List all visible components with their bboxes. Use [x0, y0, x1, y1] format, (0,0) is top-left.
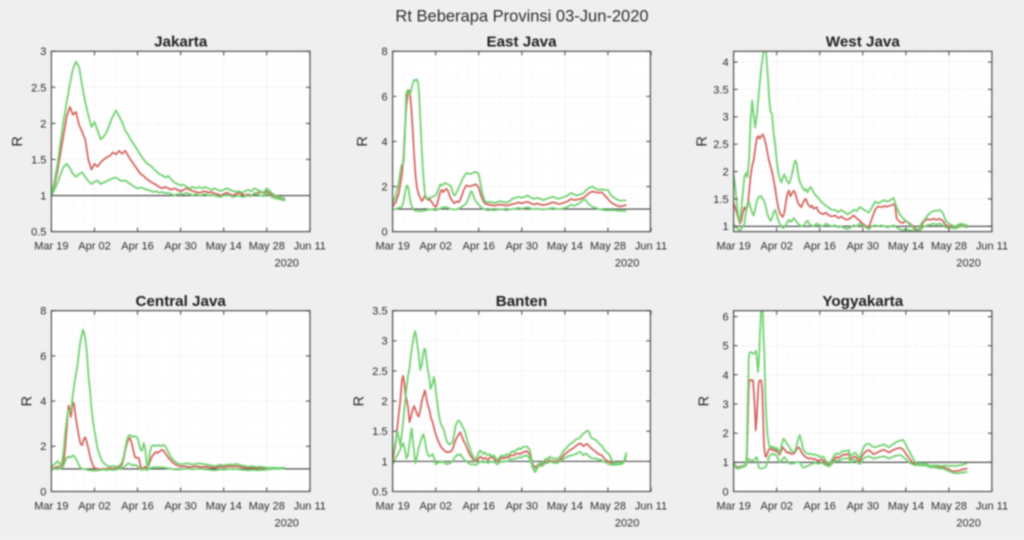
svg-text:Jun 11: Jun 11 — [294, 240, 326, 252]
svg-text:2.5: 2.5 — [31, 82, 46, 94]
svg-text:2020: 2020 — [615, 257, 639, 269]
svg-text:Apr 02: Apr 02 — [78, 500, 110, 512]
svg-text:2.5: 2.5 — [372, 366, 387, 378]
svg-text:Central Java: Central Java — [136, 293, 227, 310]
svg-text:2020: 2020 — [274, 517, 298, 529]
svg-text:R: R — [696, 396, 712, 406]
svg-text:R: R — [351, 396, 367, 406]
svg-text:Apr 16: Apr 16 — [121, 240, 153, 252]
svg-text:May 14: May 14 — [206, 500, 242, 512]
svg-text:2.5: 2.5 — [713, 139, 728, 151]
svg-text:Apr 30: Apr 30 — [164, 240, 196, 252]
svg-text:Mar 19: Mar 19 — [375, 240, 409, 252]
svg-text:Jun 11: Jun 11 — [294, 500, 326, 512]
svg-text:5: 5 — [722, 341, 728, 353]
svg-text:3.5: 3.5 — [713, 84, 728, 96]
svg-text:8: 8 — [381, 46, 387, 58]
svg-text:West Java: West Java — [826, 34, 901, 51]
svg-text:May 28: May 28 — [590, 240, 626, 252]
svg-text:3.5: 3.5 — [372, 306, 387, 318]
svg-text:Apr 02: Apr 02 — [760, 240, 792, 252]
svg-text:Apr 16: Apr 16 — [462, 240, 494, 252]
svg-text:2: 2 — [40, 118, 46, 130]
svg-text:2: 2 — [40, 441, 46, 453]
svg-text:2020: 2020 — [956, 517, 980, 529]
svg-text:Mar 19: Mar 19 — [34, 240, 68, 252]
svg-text:1: 1 — [40, 190, 46, 202]
svg-text:May 14: May 14 — [206, 240, 242, 252]
svg-text:Apr 02: Apr 02 — [78, 240, 110, 252]
svg-text:0: 0 — [40, 486, 46, 498]
svg-text:6: 6 — [722, 311, 728, 323]
svg-text:May 14: May 14 — [888, 500, 924, 512]
svg-text:4: 4 — [40, 396, 46, 408]
svg-text:1.5: 1.5 — [713, 194, 728, 206]
svg-text:Jakarta: Jakarta — [154, 34, 208, 51]
svg-text:Apr 30: Apr 30 — [164, 500, 196, 512]
svg-text:6: 6 — [381, 91, 387, 103]
svg-text:R: R — [10, 136, 26, 146]
svg-text:R: R — [355, 136, 371, 146]
svg-text:May 28: May 28 — [931, 240, 967, 252]
svg-text:May 14: May 14 — [888, 240, 924, 252]
svg-text:May 28: May 28 — [590, 500, 626, 512]
svg-text:Apr 16: Apr 16 — [803, 240, 835, 252]
svg-text:4: 4 — [722, 57, 728, 69]
svg-text:Apr 30: Apr 30 — [847, 240, 879, 252]
svg-text:Banten: Banten — [496, 293, 547, 310]
svg-text:May 14: May 14 — [547, 240, 583, 252]
svg-text:1.5: 1.5 — [372, 426, 387, 438]
svg-text:3: 3 — [722, 112, 728, 124]
svg-text:May 28: May 28 — [249, 240, 285, 252]
svg-text:2: 2 — [722, 167, 728, 179]
svg-text:Apr 30: Apr 30 — [506, 240, 538, 252]
svg-text:Apr 02: Apr 02 — [419, 240, 451, 252]
svg-text:3: 3 — [40, 46, 46, 58]
svg-text:3: 3 — [722, 399, 728, 411]
svg-text:Apr 30: Apr 30 — [506, 500, 538, 512]
svg-text:8: 8 — [40, 306, 46, 318]
svg-text:East Java: East Java — [486, 34, 557, 51]
svg-text:1: 1 — [722, 221, 728, 233]
svg-text:Jun 11: Jun 11 — [635, 240, 667, 252]
svg-text:4: 4 — [381, 136, 387, 148]
svg-text:Apr 16: Apr 16 — [121, 500, 153, 512]
svg-text:4: 4 — [722, 370, 728, 382]
svg-text:2020: 2020 — [274, 257, 298, 269]
svg-text:0.5: 0.5 — [31, 227, 46, 239]
svg-text:May 28: May 28 — [249, 500, 285, 512]
svg-text:1.5: 1.5 — [31, 154, 46, 166]
svg-text:Jun 11: Jun 11 — [635, 500, 667, 512]
svg-text:Mar 19: Mar 19 — [375, 500, 409, 512]
svg-text:0: 0 — [381, 227, 387, 239]
svg-text:2: 2 — [381, 396, 387, 408]
svg-text:Apr 16: Apr 16 — [803, 500, 835, 512]
svg-text:May 28: May 28 — [931, 500, 967, 512]
svg-text:R: R — [694, 136, 710, 146]
svg-text:Apr 02: Apr 02 — [419, 500, 451, 512]
svg-text:R: R — [20, 396, 36, 406]
svg-text:Mar 19: Mar 19 — [34, 500, 68, 512]
svg-text:Jun 11: Jun 11 — [976, 500, 1008, 512]
svg-text:1: 1 — [381, 456, 387, 468]
svg-text:2: 2 — [722, 428, 728, 440]
svg-text:2020: 2020 — [615, 517, 639, 529]
svg-text:Apr 16: Apr 16 — [462, 500, 494, 512]
svg-text:3: 3 — [381, 336, 387, 348]
svg-text:0: 0 — [722, 486, 728, 498]
svg-text:2020: 2020 — [956, 257, 980, 269]
svg-text:Apr 02: Apr 02 — [760, 500, 792, 512]
svg-text:Rt Beberapa Provinsi 03-Jun-20: Rt Beberapa Provinsi 03-Jun-2020 — [395, 8, 648, 26]
svg-text:Mar 19: Mar 19 — [716, 240, 750, 252]
svg-text:May 14: May 14 — [547, 500, 583, 512]
svg-text:0.5: 0.5 — [372, 486, 387, 498]
svg-text:1: 1 — [722, 457, 728, 469]
svg-text:Jun 11: Jun 11 — [976, 240, 1008, 252]
svg-text:2: 2 — [381, 181, 387, 193]
svg-text:Apr 30: Apr 30 — [847, 500, 879, 512]
svg-text:Mar 19: Mar 19 — [716, 500, 750, 512]
svg-text:Yogyakarta: Yogyakarta — [822, 293, 903, 310]
svg-text:6: 6 — [40, 351, 46, 363]
